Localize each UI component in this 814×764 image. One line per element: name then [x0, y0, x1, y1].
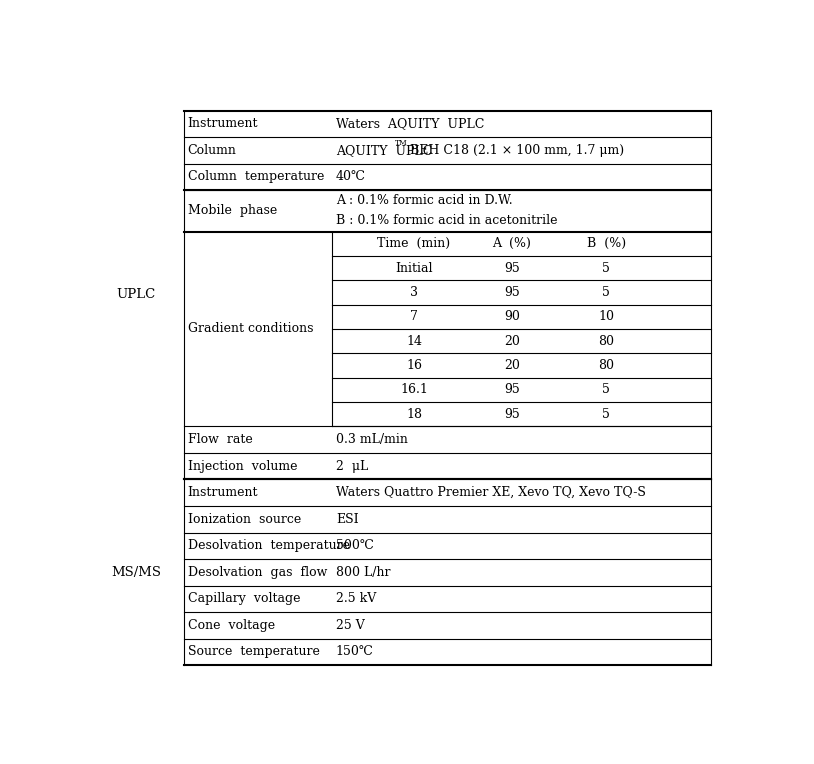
Text: 5: 5 [602, 408, 610, 421]
Text: Mobile  phase: Mobile phase [187, 205, 277, 218]
Text: Flow  rate: Flow rate [187, 433, 252, 446]
Text: 95: 95 [504, 286, 519, 299]
Text: UPLC: UPLC [117, 289, 156, 302]
Text: Capillary  voltage: Capillary voltage [187, 592, 300, 605]
Text: Cone  voltage: Cone voltage [187, 619, 274, 632]
Text: 5: 5 [602, 261, 610, 274]
Text: Column: Column [187, 144, 236, 157]
Text: 80: 80 [598, 359, 615, 372]
Text: Waters  AQUITY  UPLC: Waters AQUITY UPLC [336, 118, 484, 131]
Text: 95: 95 [504, 261, 519, 274]
Text: B : 0.1% formic acid in acetonitrile: B : 0.1% formic acid in acetonitrile [336, 215, 558, 228]
Text: Time  (min): Time (min) [378, 238, 451, 251]
Text: TM: TM [395, 139, 408, 147]
Text: BEH C18 (2.1 × 100 mm, 1.7 μm): BEH C18 (2.1 × 100 mm, 1.7 μm) [406, 144, 624, 157]
Text: Desolvation  gas  flow: Desolvation gas flow [187, 566, 327, 579]
Text: 25 V: 25 V [336, 619, 365, 632]
Text: 20: 20 [504, 359, 520, 372]
Text: 95: 95 [504, 408, 519, 421]
Text: MS/MS: MS/MS [112, 566, 161, 579]
Text: 18: 18 [406, 408, 422, 421]
Text: 500℃: 500℃ [336, 539, 374, 552]
Text: Injection  volume: Injection volume [187, 460, 297, 473]
Text: 800 L/hr: 800 L/hr [336, 566, 390, 579]
Text: 5: 5 [602, 286, 610, 299]
Text: 150℃: 150℃ [336, 646, 374, 659]
Text: A : 0.1% formic acid in D.W.: A : 0.1% formic acid in D.W. [336, 194, 513, 208]
Text: 40℃: 40℃ [336, 170, 365, 183]
Text: 2  μL: 2 μL [336, 460, 368, 473]
Text: 95: 95 [504, 384, 519, 397]
Text: 20: 20 [504, 335, 520, 348]
Text: AQUITY  UPLC: AQUITY UPLC [336, 144, 432, 157]
Text: 2.5 kV: 2.5 kV [336, 592, 376, 605]
Text: Ionization  source: Ionization source [187, 513, 301, 526]
Text: Instrument: Instrument [187, 486, 258, 499]
Text: 3: 3 [410, 286, 418, 299]
Text: 16.1: 16.1 [400, 384, 428, 397]
Text: 90: 90 [504, 310, 520, 323]
Text: 10: 10 [598, 310, 615, 323]
Text: Instrument: Instrument [187, 118, 258, 131]
Text: Waters Quattro Premier XE, Xevo TQ, Xevo TQ-S: Waters Quattro Premier XE, Xevo TQ, Xevo… [336, 486, 646, 499]
Text: Column  temperature: Column temperature [187, 170, 324, 183]
Text: Gradient conditions: Gradient conditions [187, 322, 313, 335]
Text: ESI: ESI [336, 513, 358, 526]
Text: Initial: Initial [396, 261, 433, 274]
Text: Desolvation  temperature: Desolvation temperature [187, 539, 349, 552]
Text: 80: 80 [598, 335, 615, 348]
Text: Source  temperature: Source temperature [187, 646, 319, 659]
Text: 7: 7 [410, 310, 418, 323]
Text: B  (%): B (%) [587, 238, 626, 251]
Text: 0.3 mL/min: 0.3 mL/min [336, 433, 408, 446]
Text: A  (%): A (%) [492, 238, 532, 251]
Text: 14: 14 [406, 335, 422, 348]
Text: 16: 16 [406, 359, 422, 372]
Text: 5: 5 [602, 384, 610, 397]
